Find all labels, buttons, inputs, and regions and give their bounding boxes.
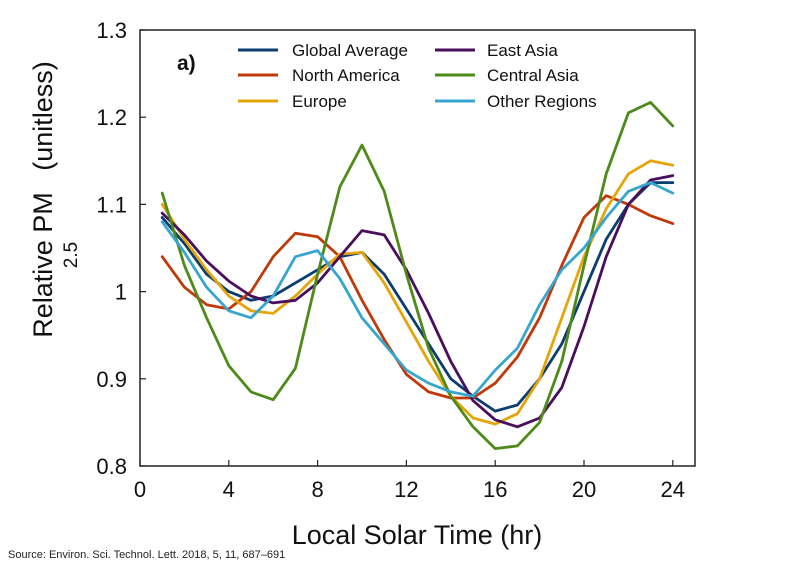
- y-tick-label: 1.3: [96, 18, 127, 43]
- series-layer: [160, 101, 675, 451]
- legend-label: Other Regions: [487, 92, 597, 111]
- legend-label: Central Asia: [487, 66, 579, 85]
- legend-label: Global Average: [292, 41, 408, 60]
- x-tick-label: 0: [134, 477, 146, 502]
- x-axis-label: Local Solar Time (hr): [292, 520, 543, 550]
- series-line-global-average: [160, 181, 675, 413]
- legend-label: East Asia: [487, 41, 558, 60]
- x-tick-label: 24: [661, 477, 685, 502]
- y-tick-label: 1: [115, 280, 127, 305]
- series-line-east-asia: [160, 174, 675, 429]
- y-tick-label: 0.8: [96, 454, 127, 479]
- x-tick-label: 8: [311, 477, 323, 502]
- y-tick-label: 0.9: [96, 367, 127, 392]
- legend: Global Average North America Europe East As…: [238, 41, 597, 111]
- source-note: Source: Environ. Sci. Technol. Lett. 201…: [8, 549, 286, 561]
- series-line-other-regions: [160, 181, 675, 398]
- x-tick-label: 12: [394, 477, 418, 502]
- y-tick-label: 1.2: [96, 105, 127, 130]
- x-tick-label: 4: [223, 477, 235, 502]
- x-tick-label: 16: [483, 477, 507, 502]
- plot-frame: [139, 29, 696, 467]
- legend-label: Europe: [292, 92, 347, 111]
- panel-label: a): [177, 52, 196, 75]
- series-line-central-asia: [160, 101, 675, 451]
- legend-label: North America: [292, 66, 400, 85]
- y-tick-label: 1.1: [96, 192, 127, 217]
- y-axis-label-group: Relative PM 2.5 (unitless): [28, 61, 82, 338]
- y-axis-label: Relative PM: [28, 192, 58, 338]
- x-tick-label: 20: [572, 477, 596, 502]
- tick-layer: 0 4 8 12 16 20 24 0.8 0.9 1 1.1 1.2 1.3: [96, 18, 685, 502]
- y-axis-label-subscript: 2.5: [61, 242, 82, 268]
- y-axis-label-unit: (unitless): [28, 61, 58, 171]
